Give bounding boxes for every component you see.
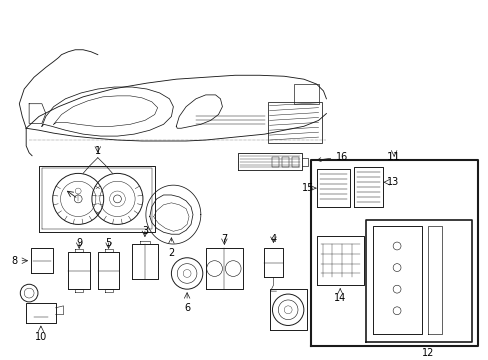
Text: 10: 10 [35, 332, 47, 342]
Text: 2: 2 [168, 248, 174, 258]
Bar [282, 157, 288, 167]
Text: 16: 16 [317, 152, 348, 162]
Text: 3: 3 [142, 226, 148, 237]
Bar [293, 84, 318, 104]
Text: 11: 11 [386, 152, 400, 162]
Bar [291, 157, 298, 167]
Text: 6: 6 [183, 303, 190, 313]
Text: 7: 7 [221, 234, 227, 244]
Text: 8: 8 [11, 256, 17, 266]
Text: 15: 15 [302, 183, 314, 193]
Bar [272, 157, 279, 167]
Text: 4: 4 [270, 234, 276, 244]
Text: 12: 12 [422, 348, 434, 358]
Text: 1: 1 [95, 146, 101, 156]
Text: 14: 14 [333, 293, 346, 303]
Bar [267, 102, 321, 143]
Text: 9: 9 [76, 238, 82, 248]
Text: 13: 13 [386, 177, 399, 187]
Text: 5: 5 [105, 238, 111, 248]
